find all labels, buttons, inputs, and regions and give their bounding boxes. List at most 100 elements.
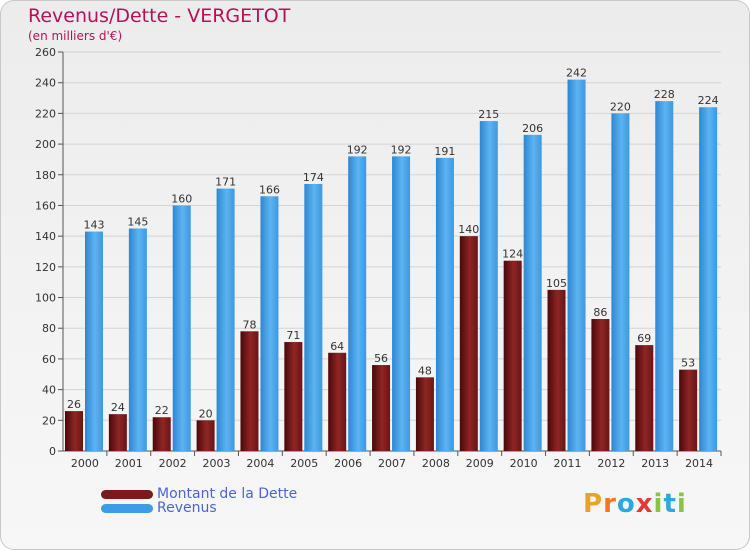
logo-letter: t [663,489,677,519]
value-label-dette: 71 [286,329,300,342]
y-tick-label: 0 [49,445,56,458]
x-tick-label: 2000 [71,457,99,470]
value-label-dette: 69 [637,332,651,345]
chart-subtitle: (en milliers d'€) [28,29,123,43]
bar-revenus [304,183,323,451]
bar-dette [284,342,303,451]
x-tick-label: 2008 [422,457,450,470]
bar-revenus [699,107,718,451]
logo-letter: i [676,489,687,519]
value-label-revenus: 191 [434,145,455,158]
y-tick-label: 20 [42,414,56,427]
bar-revenus [611,113,630,451]
y-tick-label: 100 [35,292,56,305]
bar-dette [591,319,610,451]
y-tick-label: 160 [35,199,56,212]
bar-dette [152,417,171,451]
value-label-revenus: 174 [303,171,324,184]
legend-swatch-dette [101,490,153,499]
logo-letter: i [653,489,664,519]
value-label-dette: 22 [155,404,169,417]
bar-revenus [172,205,191,451]
bar-dette [503,260,522,451]
y-tick-label: 60 [42,353,56,366]
logo-letter: x [635,489,654,519]
value-label-dette: 20 [199,407,213,420]
x-tick-label: 2006 [334,457,362,470]
bar-revenus [567,79,586,451]
y-tick-label: 240 [35,77,56,90]
y-tick-label: 120 [35,261,56,274]
bar-revenus [392,156,411,451]
value-label-dette: 48 [418,364,432,377]
chart-title: Revenus/Dette - VERGETOT [28,5,291,27]
x-tick-label: 2010 [510,457,538,470]
legend-swatch-revenus [101,504,153,513]
bar-revenus [216,188,235,452]
y-tick-label: 260 [35,46,56,59]
bar-revenus [479,121,498,452]
value-label-revenus: 166 [259,183,280,196]
x-tick-label: 2011 [553,457,581,470]
x-tick-label: 2005 [290,457,318,470]
bar-dette [65,411,83,451]
value-label-dette: 86 [593,306,607,319]
value-label-dette: 24 [111,401,125,414]
value-label-revenus: 145 [127,215,148,228]
legend-label-dette: Montant de la Dette [157,486,298,502]
value-label-revenus: 228 [654,88,675,101]
logo-letter: o [616,489,636,519]
bar-dette [328,352,347,451]
value-label-revenus: 224 [698,94,719,107]
proxiti-logo: Proxiti [583,489,687,519]
x-tick-label: 2007 [378,457,406,470]
x-tick-label: 2003 [203,457,231,470]
bar-dette [415,377,434,451]
y-tick-label: 180 [35,169,56,182]
bar-dette [108,414,127,451]
bars [65,79,718,452]
y-tick-label: 140 [35,230,56,243]
value-label-dette: 56 [374,352,388,365]
value-label-revenus: 160 [171,192,192,205]
value-label-dette: 124 [502,248,523,261]
labels: 26 143 24 145 22 160 20 171 78 166 71 174 64 192 56 192… [67,67,719,421]
x-tick-label: 2012 [597,457,625,470]
bar-revenus [348,156,367,451]
bar-dette [459,236,478,451]
bar-dette [635,345,654,451]
value-label-revenus: 192 [347,143,368,156]
value-label-revenus: 215 [478,108,499,121]
bar-revenus [435,157,454,451]
value-label-dette: 53 [681,357,695,370]
x-tick-label: 2014 [685,457,713,470]
y-tick-label: 80 [42,322,56,335]
value-label-dette: 78 [242,318,256,331]
bar-revenus [523,134,542,451]
value-label-revenus: 143 [84,219,105,232]
bar-dette [240,331,259,451]
value-label-revenus: 220 [610,100,631,113]
value-label-dette: 26 [67,398,81,411]
legend-label-revenus: Revenus [157,500,217,516]
value-label-revenus: 192 [391,143,412,156]
x-tick-label: 2009 [466,457,494,470]
logo-letter: P [583,489,604,519]
x-tick-label: 2001 [115,457,143,470]
x-tick-label: 2013 [641,457,669,470]
grid-lines [63,51,721,421]
bar-dette [372,365,391,451]
value-label-revenus: 206 [522,122,543,135]
bar-revenus [128,228,147,451]
y-tick-label: 200 [35,138,56,151]
y-tick-label: 40 [42,384,56,397]
value-label-dette: 140 [458,223,479,236]
value-label-revenus: 242 [566,67,587,80]
value-label-dette: 64 [330,340,344,353]
bar-dette [196,420,215,451]
y-tick-label: 220 [35,107,56,120]
bar-revenus [85,231,103,451]
bar-revenus [260,196,279,451]
